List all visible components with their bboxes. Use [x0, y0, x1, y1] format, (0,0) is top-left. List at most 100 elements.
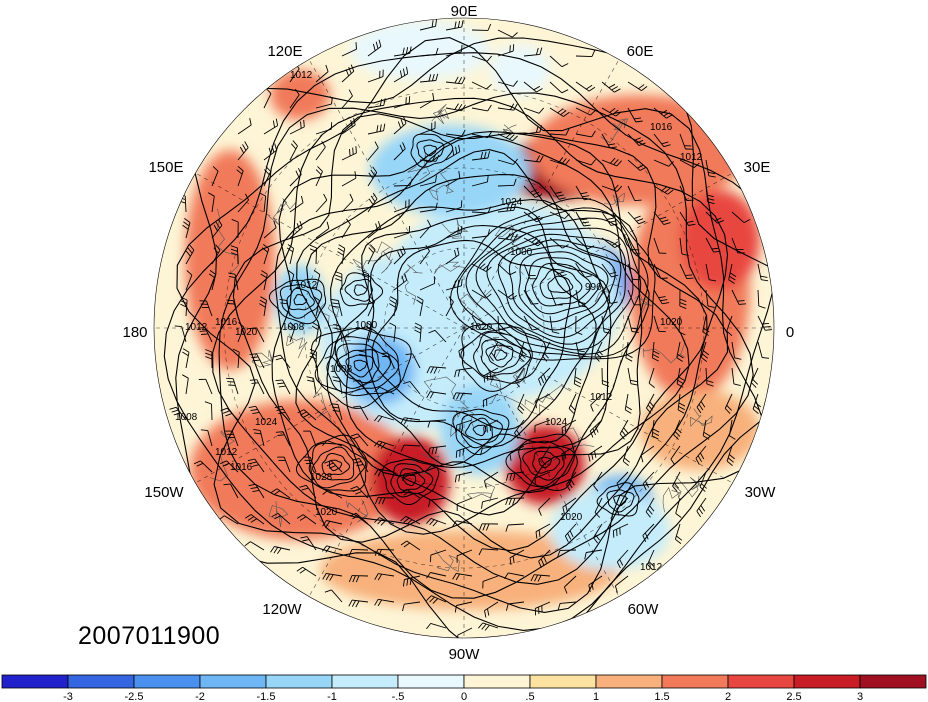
wind-barb — [445, 278, 463, 291]
coastline — [662, 484, 682, 513]
contour-label: 1012 — [640, 562, 663, 573]
wind-barb — [575, 107, 596, 116]
wind-barb — [482, 393, 499, 408]
wind-barb — [549, 211, 570, 220]
isobar — [232, 113, 729, 559]
colorbar-swatch — [727, 674, 795, 689]
wind-barb — [400, 417, 421, 425]
contour-label: 1020 — [470, 322, 493, 333]
wind-barb — [575, 237, 595, 250]
contour-label: 1012 — [680, 152, 703, 163]
wind-barb — [523, 263, 538, 280]
wind-barb — [549, 185, 566, 200]
isobar — [163, 52, 774, 631]
isobar-cell — [538, 456, 552, 469]
isobar-cell — [606, 489, 635, 513]
wind-barb — [445, 171, 461, 187]
wind-barb — [350, 433, 369, 447]
wind-barb — [627, 237, 641, 254]
wind-barb — [594, 341, 603, 362]
longitude-label: 120E — [267, 43, 302, 60]
wind-barb — [401, 471, 421, 481]
wind-barb — [640, 445, 655, 463]
wind-barb — [705, 159, 716, 178]
contour-label: 1024 — [255, 417, 278, 428]
wind-barb — [341, 117, 356, 135]
wind-barb — [538, 367, 551, 386]
wind-barb — [273, 354, 291, 369]
wind-barb — [561, 419, 577, 435]
wind-barb — [731, 289, 747, 305]
longitude-label: 90E — [451, 3, 478, 20]
wind-barb — [627, 133, 646, 147]
wind-barb — [226, 377, 239, 395]
wind-barb — [445, 44, 463, 57]
wind-barb — [236, 165, 244, 187]
wind-barb — [237, 141, 249, 161]
wind-barb — [226, 299, 239, 317]
wind-barb — [534, 471, 551, 486]
wind-barb — [419, 175, 437, 187]
coastline — [545, 427, 595, 462]
wind-barb — [367, 141, 379, 161]
wind-barb — [757, 289, 766, 309]
isobar-cell — [339, 272, 384, 307]
wind-barb — [549, 107, 570, 117]
coastline — [268, 501, 289, 527]
wind-barb — [303, 456, 317, 473]
contour-label: 1012 — [215, 447, 238, 458]
wind-barb — [199, 300, 213, 317]
wind-barb — [313, 296, 320, 317]
wind-barb — [426, 595, 447, 604]
wind-barb — [517, 393, 525, 414]
wind-barb — [277, 456, 291, 473]
wind-barb — [445, 226, 463, 239]
contour-label: 1012 — [590, 392, 613, 403]
wind-barb — [678, 315, 686, 336]
wind-barb — [653, 133, 671, 148]
colorbar-swatch — [397, 674, 465, 689]
wind-barb — [393, 96, 411, 109]
coastline — [491, 394, 550, 416]
wind-barb — [393, 46, 412, 57]
wind-barb — [393, 142, 406, 161]
parallel-line — [223, 87, 705, 569]
wind-barb — [549, 128, 570, 136]
wind-barb — [584, 549, 603, 560]
wind-barb — [497, 178, 517, 187]
wind-barb — [309, 244, 318, 265]
wind-barb — [419, 154, 440, 162]
wind-barb — [220, 460, 239, 473]
coastline — [600, 118, 629, 144]
wind-barb — [247, 458, 265, 473]
meridian-line — [463, 327, 733, 484]
wind-barb — [263, 220, 277, 239]
coastline — [286, 333, 308, 359]
wind-barb — [538, 549, 551, 568]
wind-barb — [367, 244, 376, 265]
wind-barb — [297, 409, 317, 421]
wind-barb — [726, 445, 735, 466]
wind-barb — [696, 497, 707, 518]
wind-barb — [523, 155, 544, 163]
wind-barb — [590, 393, 603, 412]
coastline — [312, 376, 332, 422]
colorbar-tick-label: -2 — [195, 691, 205, 702]
wind-barb — [497, 80, 518, 87]
wind-barb — [549, 263, 567, 278]
wind-barb — [315, 221, 330, 239]
wind-barb — [419, 202, 438, 213]
isobar — [176, 37, 765, 613]
wind-barb — [445, 247, 460, 265]
contour-label: 1000 — [355, 320, 378, 331]
wind-barb — [471, 151, 491, 161]
isobar-cell — [465, 417, 494, 441]
isobar-cell — [522, 446, 565, 481]
wind-barb — [270, 546, 291, 555]
wind-barb — [702, 315, 710, 336]
wind-barb — [374, 497, 395, 505]
wind-barb — [374, 573, 395, 581]
wind-barb — [497, 132, 518, 142]
contour-label: 1012 — [295, 280, 318, 291]
